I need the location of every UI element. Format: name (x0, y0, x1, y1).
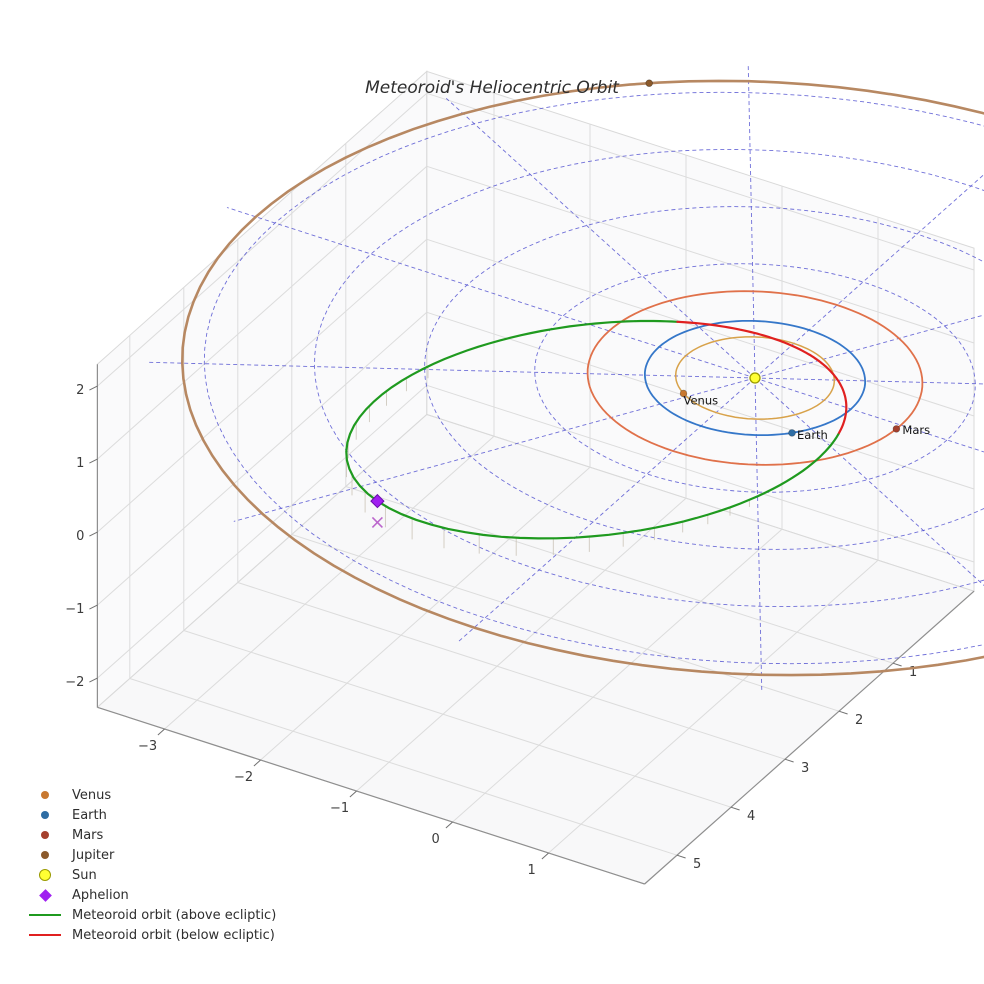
y-tick-label: 5 (693, 857, 701, 872)
legend-label-venus: Venus (72, 787, 112, 803)
y-tick-label: 3 (801, 761, 809, 776)
legend-marker-aphelion (22, 888, 68, 902)
z-tick-label: −1 (65, 602, 84, 617)
x-tick-label: 0 (431, 832, 439, 847)
ecliptic-polar-grid (149, 64, 984, 692)
axes-spines (96, 364, 975, 885)
legend-label-meteoroid-orbit-below-ecliptic: Meteoroid orbit (below ecliptic) (72, 927, 275, 943)
jupiter-orbit (180, 79, 984, 677)
z-tick-label: 0 (76, 529, 84, 544)
venus-orbit (674, 336, 836, 420)
legend-marker-earth (22, 811, 68, 819)
x-tick-label: −3 (138, 739, 157, 754)
legend-item-mars: Mars (22, 825, 276, 845)
legend-item-aphelion: Aphelion (22, 885, 276, 905)
meteoroid-orbit (345, 319, 848, 540)
legend-item-earth: Earth (22, 805, 276, 825)
venus-label: Venus (684, 394, 719, 408)
legend-label-earth: Earth (72, 807, 107, 823)
legend-label-mars: Mars (72, 827, 104, 843)
x-tick-label: −2 (234, 770, 253, 785)
legend-marker-meteoroid-orbit-above-ecliptic (22, 914, 68, 916)
legend-item-sun: Sun (22, 865, 276, 885)
y-tick-label: 1 (909, 665, 917, 680)
x-tick-label: 1 (527, 863, 535, 878)
legend-item-meteoroid-orbit-below-ecliptic: Meteoroid orbit (below ecliptic) (22, 925, 276, 945)
axis-ticks: −3 −2 −1 0 1 1 2 3 4 5 −2 −1 0 1 2 (65, 383, 917, 878)
y-tick-label: 4 (747, 809, 755, 824)
legend-marker-venus (22, 791, 68, 799)
z-tick-label: 1 (76, 456, 84, 471)
mars-marker (892, 425, 901, 433)
x-tick-label: −1 (330, 801, 349, 816)
z-tick-label: 2 (76, 383, 84, 398)
aphelion-marker (370, 493, 385, 509)
legend-label-sun: Sun (72, 867, 97, 883)
mars-label: Mars (902, 423, 930, 437)
legend-marker-meteoroid-orbit-below-ecliptic (22, 934, 68, 936)
legend-item-jupiter: Jupiter (22, 845, 276, 865)
legend-label-jupiter: Jupiter (72, 847, 115, 863)
legend-marker-mars (22, 831, 68, 839)
chart-title: Meteoroid's Heliocentric Orbit (365, 78, 619, 98)
legend-item-meteoroid-orbit-above-ecliptic: Meteoroid orbit (above ecliptic) (22, 905, 276, 925)
legend: Venus Earth Mars Jupiter Sun Aphelion Meteoroi… (22, 785, 276, 945)
z-tick-label: −2 (65, 675, 84, 690)
legend-marker-jupiter (22, 851, 68, 859)
y-tick-label: 2 (855, 713, 863, 728)
sun-marker (749, 372, 761, 384)
jupiter-marker (645, 79, 653, 87)
earth-orbit (644, 320, 866, 436)
mars-orbit (586, 290, 924, 466)
aphelion-projection-marker (371, 516, 383, 528)
venus-marker (679, 389, 688, 398)
legend-label-meteoroid-orbit-above-ecliptic: Meteoroid orbit (above ecliptic) (72, 907, 277, 923)
earth-marker (788, 429, 796, 437)
legend-marker-sun (22, 869, 68, 881)
earth-label: Earth (797, 428, 828, 442)
legend-item-venus: Venus (22, 785, 276, 805)
legend-label-aphelion: Aphelion (72, 887, 129, 903)
axes-panes (96, 70, 975, 885)
